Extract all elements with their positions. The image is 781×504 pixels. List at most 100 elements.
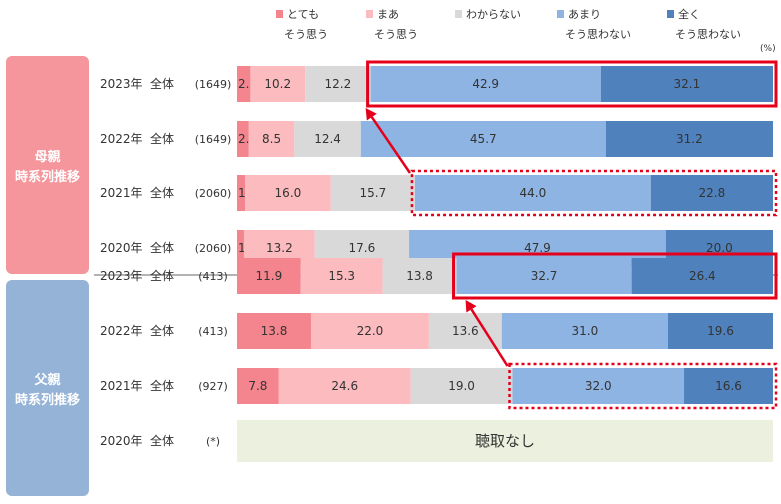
arrow-mother-head bbox=[365, 108, 377, 121]
bar-segment-1-1-3 bbox=[305, 66, 371, 102]
data-label-1-3-3: 15.7 bbox=[360, 186, 387, 200]
row-n-1-3: (2060) bbox=[195, 187, 232, 200]
legend-swatch-4 bbox=[557, 10, 564, 18]
unit-label: (%) bbox=[760, 44, 776, 54]
row-segment-2-3: 全体 bbox=[150, 378, 174, 393]
data-label-1-1-3: 12.2 bbox=[325, 77, 352, 91]
no-data-label: 聴取なし bbox=[475, 432, 535, 450]
legend-label-2: まあ bbox=[377, 8, 399, 21]
bar-segment-1-2-5 bbox=[605, 121, 773, 157]
bar-segment-2-2-3 bbox=[428, 313, 502, 349]
row-n-2-3: (927) bbox=[198, 380, 228, 393]
row-segment-1-2: 全体 bbox=[150, 131, 174, 146]
bar-segment-2-1-4 bbox=[456, 258, 632, 294]
bar-segment-2-1-1 bbox=[237, 258, 301, 294]
bar-segment-2-1-3 bbox=[382, 258, 457, 294]
bar-segment-2-1-2 bbox=[300, 258, 383, 294]
legend-swatch-2 bbox=[366, 10, 373, 18]
highlight-box-mother-2021 bbox=[410, 169, 778, 217]
data-label-1-2-2: 8.5 bbox=[262, 132, 281, 146]
data-label-1-4-5: 20.0 bbox=[706, 241, 733, 255]
legend-label-3: わからない bbox=[466, 8, 521, 21]
bar-segment-2-3-5 bbox=[684, 368, 773, 404]
bar-segment-1-2-1 bbox=[237, 121, 249, 157]
group-box-1 bbox=[6, 56, 89, 274]
no-data-box bbox=[237, 420, 773, 462]
data-label-1-2-4: 45.7 bbox=[470, 132, 497, 146]
legend-label-5: 全く bbox=[678, 7, 700, 21]
highlight-box-mother-2023 bbox=[366, 60, 778, 108]
legend-label-4: あまり bbox=[568, 8, 601, 21]
row-year-2-2: 2022年 bbox=[100, 324, 143, 338]
row-n-2-2: (413) bbox=[198, 325, 228, 338]
bar-segment-2-3-4 bbox=[512, 368, 685, 404]
bar-segment-1-1-1 bbox=[237, 66, 251, 102]
bar-segment-1-3-5 bbox=[650, 175, 773, 211]
legend-swatch-5 bbox=[667, 10, 674, 18]
data-label-1-4-3: 17.6 bbox=[349, 241, 376, 255]
data-label-1-3-4: 44.0 bbox=[520, 186, 547, 200]
bar-segment-1-2-4 bbox=[360, 121, 606, 157]
data-label-2-2-3: 13.6 bbox=[452, 324, 479, 338]
row-n-1-2: (1649) bbox=[195, 133, 232, 146]
bar-segment-1-1-5 bbox=[600, 66, 773, 102]
group-label-1: 母親 bbox=[34, 149, 60, 165]
arrow-father-shaft bbox=[470, 308, 509, 367]
data-label-1-3-2: 16.0 bbox=[275, 186, 302, 200]
data-label-2-3-5: 16.6 bbox=[715, 379, 742, 393]
data-label-1-1-5: 32.1 bbox=[674, 77, 701, 91]
data-label-2-3-4: 32.0 bbox=[585, 379, 612, 393]
row-segment-2-4: 全体 bbox=[150, 433, 174, 448]
highlight-box-father-2023 bbox=[452, 252, 778, 300]
data-label-2-1-3: 13.8 bbox=[406, 269, 433, 283]
bar-segment-1-2-2 bbox=[248, 121, 295, 157]
row-segment-1-3: 全体 bbox=[150, 185, 174, 200]
row-year-1-4: 2020年 bbox=[100, 241, 143, 255]
data-label-2-2-1: 13.8 bbox=[261, 324, 288, 338]
group-box-2 bbox=[6, 280, 89, 496]
legend-label-4-line2: そう思わない bbox=[565, 28, 631, 41]
legend-swatch-3 bbox=[455, 10, 462, 18]
data-label-1-4-4: 47.9 bbox=[524, 241, 551, 255]
bar-segment-2-1-5 bbox=[631, 258, 773, 294]
bar-segment-1-4-1 bbox=[237, 230, 244, 266]
row-year-2-4: 2020年 bbox=[100, 434, 143, 448]
row-n-2-1: (413) bbox=[198, 270, 228, 283]
row-segment-2-2: 全体 bbox=[150, 323, 174, 338]
data-label-2-1-1: 11.9 bbox=[256, 269, 283, 283]
group-label-2: 父親 bbox=[33, 372, 60, 388]
row-year-1-2: 2022年 bbox=[100, 132, 143, 146]
row-n-1-4: (2060) bbox=[195, 242, 232, 255]
legend-label-1: とても bbox=[287, 8, 319, 21]
bar-segment-2-2-1 bbox=[237, 313, 311, 349]
bar-segment-1-1-4 bbox=[370, 66, 601, 102]
bar-segment-1-2-3 bbox=[294, 121, 361, 157]
row-segment-1-4: 全体 bbox=[150, 240, 174, 255]
row-n-1-1: (1649) bbox=[195, 78, 232, 91]
data-label-1-2-3: 12.4 bbox=[314, 132, 341, 146]
bar-segment-2-2-2 bbox=[310, 313, 429, 349]
legend-swatch-1 bbox=[276, 10, 283, 18]
bar-segment-1-1-2 bbox=[250, 66, 306, 102]
row-year-1-3: 2021年 bbox=[100, 186, 143, 200]
data-label-2-3-1: 7.8 bbox=[248, 379, 267, 393]
data-label-2-2-4: 31.0 bbox=[572, 324, 599, 338]
legend-label-2-line2: そう思う bbox=[374, 28, 418, 41]
row-year-2-3: 2021年 bbox=[100, 379, 143, 393]
data-label-1-3-5: 22.8 bbox=[699, 186, 726, 200]
arrow-mother-shaft bbox=[370, 116, 411, 174]
bar-segment-2-3-1 bbox=[237, 368, 279, 404]
row-n-2-4: (*) bbox=[206, 435, 220, 448]
data-label-2-2-5: 19.6 bbox=[707, 324, 734, 338]
data-label-2-2-2: 22.0 bbox=[357, 324, 384, 338]
bar-segment-1-3-2 bbox=[245, 175, 331, 211]
highlight-box-father-2021 bbox=[508, 362, 778, 410]
data-label-1-1-2: 10.2 bbox=[264, 77, 291, 91]
data-label-2-1-4: 32.7 bbox=[531, 269, 558, 283]
data-label-2-1-2: 15.3 bbox=[328, 269, 355, 283]
row-segment-2-1: 全体 bbox=[150, 268, 174, 283]
group-label-2-line2: 時系列推移 bbox=[15, 392, 80, 408]
bar-segment-2-3-3 bbox=[410, 368, 513, 404]
legend-label-1-line2: そう思う bbox=[284, 28, 328, 41]
